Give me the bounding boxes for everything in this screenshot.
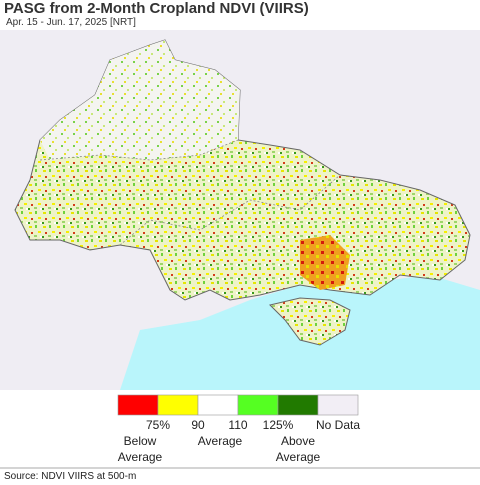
source: Source: NDVI VIIRS at 500-m <box>4 471 137 482</box>
legend-swatch <box>237 394 279 416</box>
legend-caption: Average <box>197 434 243 448</box>
north-region <box>40 40 240 160</box>
subtitle: Apr. 15 - Jun. 17, 2025 [NRT] <box>6 17 136 28</box>
legend <box>117 394 359 416</box>
legend-swatch <box>197 394 239 416</box>
dry-area <box>300 235 350 290</box>
legend-caption: Below Average <box>117 434 163 464</box>
region-border <box>39 139 341 246</box>
legend-no-data: No Data <box>315 418 361 432</box>
legend-tick: 90 <box>191 418 205 432</box>
title: PASG from 2-Month Cropland NDVI (VIIRS) <box>4 0 309 17</box>
legend-tick: 75% <box>145 418 171 432</box>
legend-swatch <box>277 394 319 416</box>
legend-swatch <box>157 394 199 416</box>
legend-tick: 110 <box>228 418 248 432</box>
legend-swatch <box>117 394 159 416</box>
legend-swatch <box>317 394 359 416</box>
legend-tick: 125% <box>262 418 294 432</box>
crimea <box>269 297 351 346</box>
legend-caption: Above Average <box>275 434 321 464</box>
